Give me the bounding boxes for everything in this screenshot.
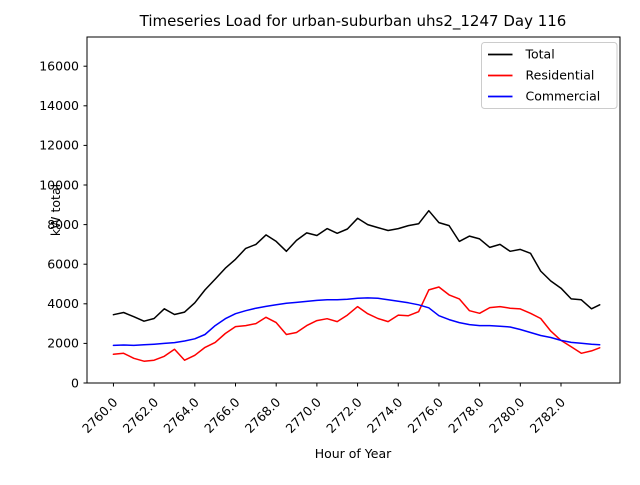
y-tick-label: 8000 xyxy=(47,217,79,232)
y-tick-label: 10000 xyxy=(39,177,79,192)
y-axis: 0 2000 4000 6000 8000 10000 12000 14000 16000 xyxy=(39,59,87,390)
y-tick-label: 12000 xyxy=(39,138,79,153)
y-tick-label: 16000 xyxy=(39,59,79,74)
legend-label-commercial: Commercial xyxy=(526,89,601,104)
y-tick-label: 0 xyxy=(71,375,79,390)
legend-box xyxy=(481,42,618,109)
legend-label-total: Total xyxy=(525,47,555,62)
axes-border xyxy=(86,36,621,384)
y-tick-label: 2000 xyxy=(47,336,79,351)
x-axis-label: Hour of Year xyxy=(315,446,392,461)
chart-title: Timeseries Load for urban-suburban uhs2_… xyxy=(139,12,567,31)
y-tick-label: 14000 xyxy=(39,98,79,113)
y-tick-label: 6000 xyxy=(47,257,79,272)
legend: Total Residential Commercial xyxy=(481,42,618,109)
series-line-commercial xyxy=(112,297,601,347)
series-line-residential xyxy=(112,286,601,362)
legend-label-residential: Residential xyxy=(526,68,595,83)
series-lines xyxy=(112,209,601,362)
y-tick-label: 4000 xyxy=(47,296,79,311)
y-axis-label: kW total xyxy=(48,184,63,236)
series-line-total xyxy=(112,209,601,322)
